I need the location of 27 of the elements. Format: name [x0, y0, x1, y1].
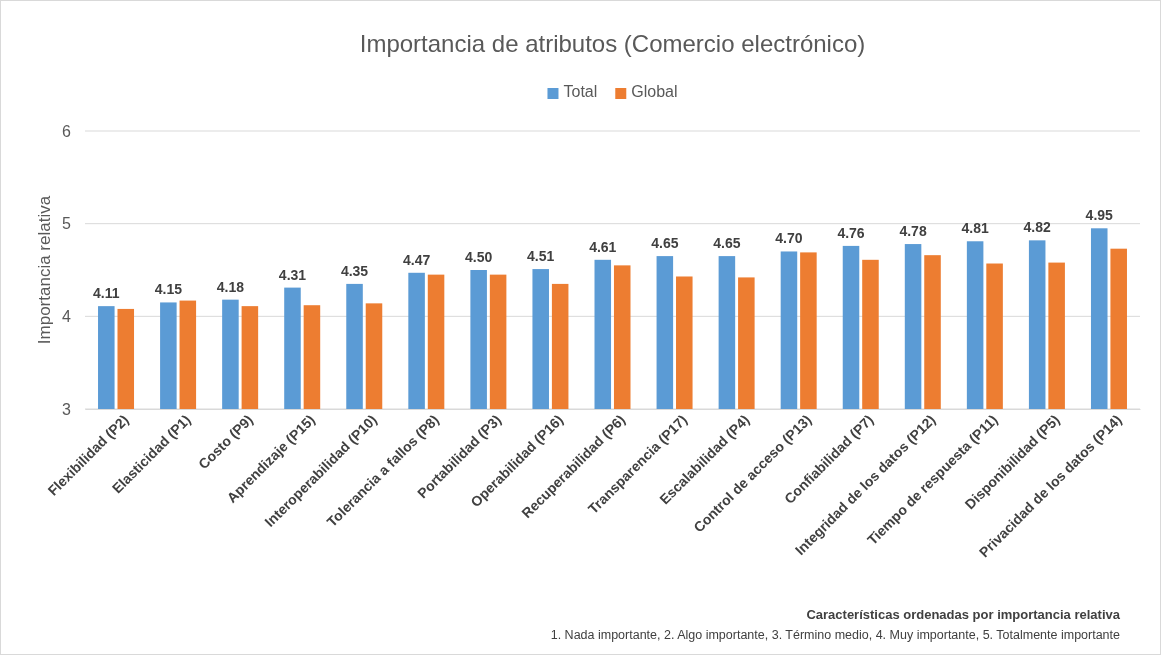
y-tick-label: 4 [62, 307, 72, 325]
data-label: 4.78 [899, 223, 927, 240]
data-label: 4.70 [775, 230, 803, 247]
legend-label: Total [563, 83, 598, 100]
data-label: 4.15 [154, 281, 183, 298]
data-label: 4.61 [589, 238, 617, 255]
y-axis-title: Importancia relativa [35, 195, 54, 345]
chart-title: Importancia de atributos (Comercio electrónico) [359, 30, 866, 57]
data-label: 4.82 [1023, 219, 1052, 236]
text: Características ordenadas por importancia relativa [806, 607, 1121, 622]
data-label: 4.81 [961, 220, 989, 237]
data-label: 4.35 [340, 262, 369, 279]
data-label: 4.95 [1085, 207, 1114, 224]
legend-label: Global [631, 83, 678, 100]
data-label: 4.31 [278, 266, 307, 283]
y-tick-label: 5 [62, 215, 72, 233]
data-label: 4.76 [837, 224, 865, 241]
data-label: 4.47 [402, 251, 431, 268]
y-tick-label: 3 [62, 400, 72, 418]
y-tick-label: 6 [62, 122, 72, 140]
data-label: 4.18 [216, 278, 245, 295]
data-label: 4.50 [465, 249, 493, 265]
data-label: 4.51 [527, 248, 555, 265]
data-label: 4.65 [651, 235, 679, 252]
data-label: 4.11 [93, 285, 120, 302]
data-label: 4.65 [713, 235, 741, 252]
text: 1. Nada importante, 2. Algo importante, 3. Término medio, 4. Muy importante, 5. Totalmente importante [550, 628, 1121, 642]
